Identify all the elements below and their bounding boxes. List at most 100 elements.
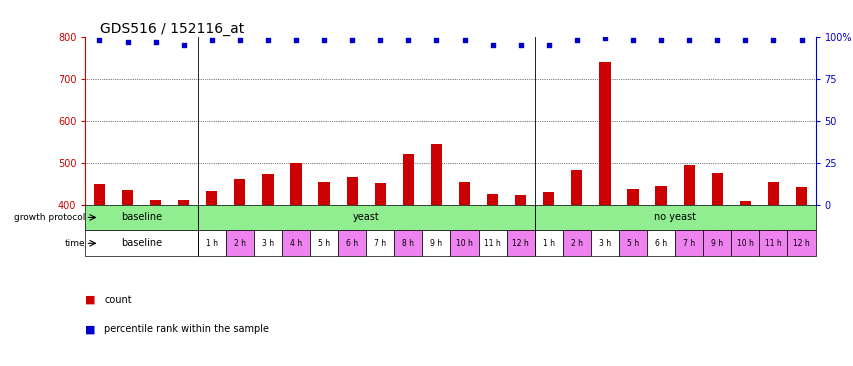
Bar [478,230,506,256]
Text: 11 h: 11 h [484,239,501,248]
Text: no yeast: no yeast [653,212,695,223]
Text: 2 h: 2 h [570,239,583,248]
Text: 5 h: 5 h [317,239,330,248]
Text: 11 h: 11 h [764,239,780,248]
Point [289,37,303,43]
Bar [571,170,582,366]
Point [710,37,723,43]
Bar [394,230,422,256]
Bar [85,205,198,230]
Point [401,37,415,43]
Text: ■: ■ [85,324,96,335]
Point [148,39,162,45]
Text: baseline: baseline [121,212,162,223]
Bar [366,230,394,256]
Bar [374,183,386,366]
Bar [290,163,301,366]
Point [682,37,695,43]
Bar [618,230,647,256]
Text: 12 h: 12 h [512,239,529,248]
Bar [655,186,666,366]
Bar [647,230,675,256]
Bar [702,230,730,256]
Bar [281,230,310,256]
Point [766,37,780,43]
Bar [627,189,638,366]
Text: 3 h: 3 h [262,239,274,248]
Point [177,42,190,48]
Point [597,36,611,41]
Bar [198,205,534,230]
Bar [430,145,442,366]
Bar [730,230,758,256]
Point [485,42,499,48]
Text: 1 h: 1 h [543,239,554,248]
Text: 5 h: 5 h [626,239,638,248]
Text: yeast: yeast [352,212,380,223]
Bar [318,182,329,366]
Text: ■: ■ [85,295,96,305]
Point [233,37,247,43]
Bar [682,165,694,366]
Bar [310,230,338,256]
Bar [346,177,357,366]
Bar [85,230,198,256]
Text: 4 h: 4 h [290,239,302,248]
Point [569,37,583,43]
Text: count: count [104,295,131,305]
Text: 2 h: 2 h [234,239,246,248]
Bar [403,154,414,366]
Bar [198,230,225,256]
Bar [767,182,778,366]
Text: 6 h: 6 h [345,239,358,248]
Text: growth protocol: growth protocol [14,213,85,222]
Bar [253,230,281,256]
Point [514,42,527,48]
Bar [178,200,189,366]
Bar [338,230,366,256]
Bar [225,230,253,256]
Text: percentile rank within the sample: percentile rank within the sample [104,324,269,335]
Text: 3 h: 3 h [598,239,610,248]
Point [625,37,639,43]
Bar [262,174,273,366]
Bar [534,205,815,230]
Text: baseline: baseline [121,238,162,248]
Point [261,37,275,43]
Point [345,37,358,43]
Text: 10 h: 10 h [736,239,753,248]
Text: 12 h: 12 h [792,239,809,248]
Bar [711,173,722,366]
Bar [599,62,610,366]
Bar [795,187,806,366]
Text: 7 h: 7 h [682,239,694,248]
Point [317,37,331,43]
Point [92,37,106,43]
Point [429,37,443,43]
Point [542,42,555,48]
Text: time: time [65,239,85,248]
Text: GDS516 / 152116_at: GDS516 / 152116_at [100,22,244,36]
Text: 7 h: 7 h [374,239,386,248]
Bar [206,191,218,366]
Bar [122,190,133,366]
Bar [786,230,815,256]
Point [457,37,471,43]
Bar [450,230,478,256]
Point [205,37,218,43]
Bar [94,184,105,366]
Text: 9 h: 9 h [430,239,442,248]
Bar [590,230,618,256]
Bar [234,179,245,366]
Text: 10 h: 10 h [456,239,473,248]
Bar [514,195,525,366]
Bar [675,230,702,256]
Text: 8 h: 8 h [402,239,414,248]
Point [738,37,751,43]
Point [120,39,134,45]
Bar [534,230,562,256]
Point [653,37,667,43]
Bar [739,201,750,366]
Point [373,37,386,43]
Text: 6 h: 6 h [654,239,666,248]
